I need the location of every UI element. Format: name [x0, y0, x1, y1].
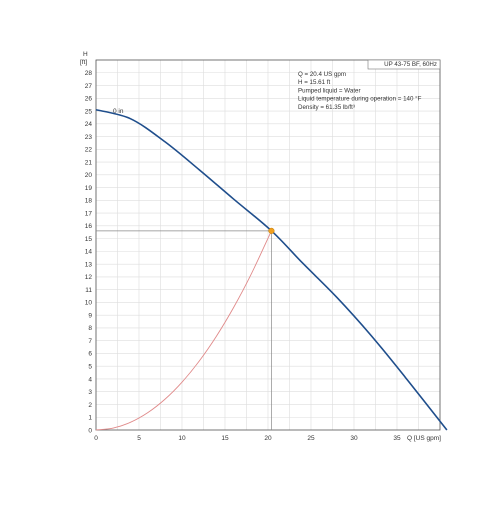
system-curve-line	[95, 230, 272, 431]
y-tick-label: 7	[88, 338, 92, 345]
y-tick-label: 26	[85, 96, 93, 103]
info-line: H = 15.61 ft	[298, 79, 330, 86]
info-line: Liquid temperature during operation = 14…	[298, 96, 422, 103]
y-tick-label: 21	[85, 159, 93, 166]
y-tick-label: 17	[85, 210, 93, 217]
y-tick-label: 18	[85, 198, 93, 205]
y-tick-label: 3	[88, 389, 92, 396]
x-tick-label: 20	[264, 435, 272, 442]
y-tick-label: 12	[85, 274, 93, 281]
x-tick-label: 25	[307, 435, 315, 442]
y-tick-label: 11	[85, 287, 92, 294]
x-tick-label: 35	[393, 435, 401, 442]
y-tick-label: 8	[88, 325, 92, 332]
x-tick-label: 15	[221, 435, 229, 442]
y-tick-label: 24	[85, 121, 93, 128]
x-tick-label: 10	[178, 435, 186, 442]
y-tick-label: 23	[85, 134, 93, 141]
y-tick-label: 28	[85, 70, 93, 77]
y-tick-label: 1	[88, 415, 92, 422]
y-tick-label: 4	[88, 376, 92, 383]
info-line: Density = 61.35 lb/ft³	[298, 104, 355, 111]
info-line: Pumped liquid = Water	[298, 87, 361, 94]
y-tick-label: 19	[85, 185, 93, 192]
y-tick-label: 22	[85, 147, 93, 154]
x-tick-label: 5	[137, 435, 141, 442]
y-tick-label: 6	[88, 351, 92, 358]
y-tick-label: 20	[85, 172, 93, 179]
y-tick-label: 0	[88, 427, 92, 434]
plot-frame	[95, 59, 441, 431]
y-tick-label: 5	[88, 364, 92, 371]
y-tick-label: 2	[88, 402, 92, 409]
x-tick-label: 0	[94, 435, 98, 442]
pump-curve-label: 0 in	[113, 108, 124, 115]
x-tick-label: 30	[350, 435, 358, 442]
duty-point-guides	[96, 227, 275, 430]
y-tick-label: 14	[85, 249, 93, 256]
y-tick-label: 27	[85, 83, 93, 90]
y-tick-label: 16	[85, 223, 93, 230]
duty-point-marker	[268, 227, 275, 234]
y-axis-label: H	[83, 51, 88, 58]
grid	[95, 59, 441, 431]
y-tick-label: 25	[85, 108, 93, 115]
y-tick-label: 15	[85, 236, 93, 243]
model-label: UP 43-75 BF, 60Hz	[384, 61, 437, 68]
y-tick-label: 13	[85, 261, 93, 268]
model-label-box: UP 43-75 BF, 60Hz	[367, 59, 441, 70]
y-tick-label: 10	[85, 300, 93, 307]
x-axis-label: Q [US gpm]	[407, 435, 441, 442]
tick-labels: 0123456789101112131415161718192021222324…	[85, 70, 401, 442]
info-line: Q = 20.4 US gpm	[298, 71, 346, 78]
y-axis-unit-label: [ft]	[80, 59, 87, 66]
y-tick-label: 9	[88, 312, 92, 319]
model-label-frame	[367, 59, 441, 70]
